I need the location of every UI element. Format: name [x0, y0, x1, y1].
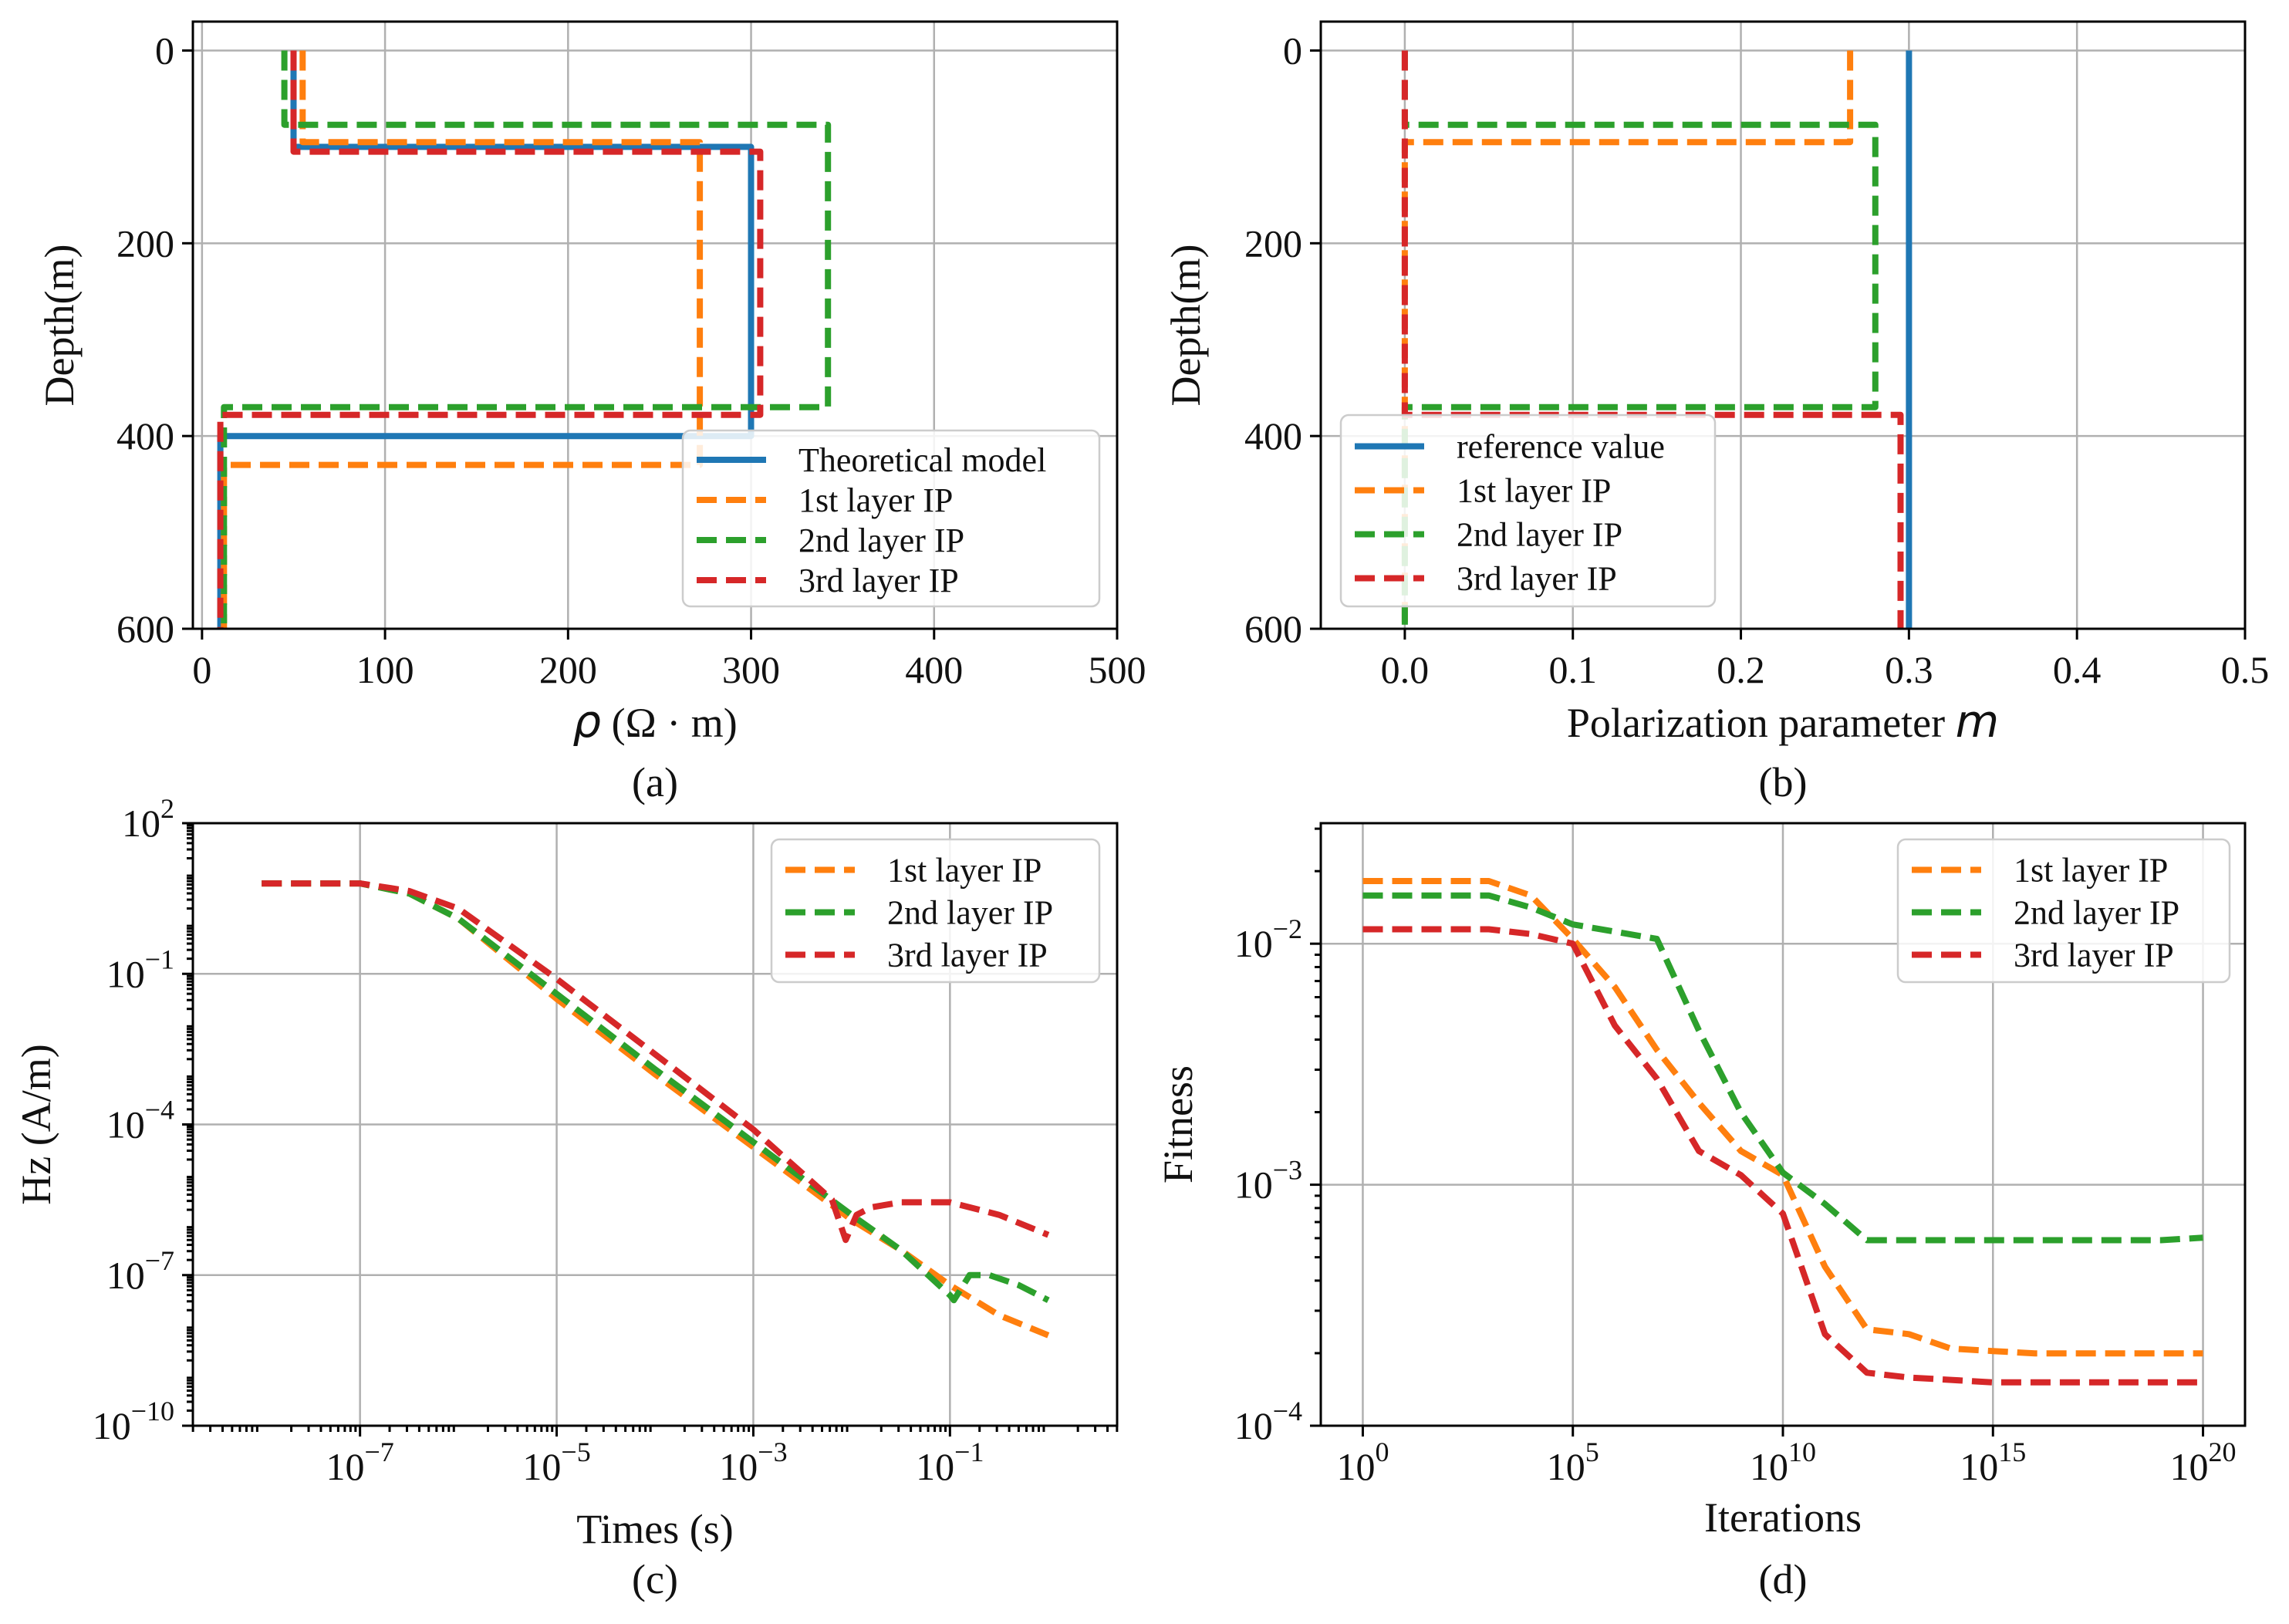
y-tick-label: 400 [116, 414, 174, 457]
x-tick-label: 300 [722, 648, 780, 691]
x-axis-label: Times (s) [576, 1506, 734, 1552]
y-tick-label: 10−4 [1234, 1396, 1302, 1447]
y-tick-label: 10−1 [106, 944, 174, 995]
legend-label: 1st layer IP [2014, 852, 2168, 890]
legend-box [1896, 838, 2231, 984]
legend-label: 3rd layer IP [798, 562, 959, 599]
x-tick-label: 0.5 [2221, 648, 2270, 691]
legend-label: Theoretical model [798, 441, 1046, 479]
y-tick-label: 10−4 [106, 1095, 174, 1146]
series-line-2nd-layer-ip [1362, 892, 2203, 1244]
panel-label: (d) [1759, 1556, 1808, 1602]
y-axis-label: Depth(m) [36, 245, 83, 407]
x-tick-label: 105 [1547, 1437, 1599, 1488]
x-axis-label: Iterations [1704, 1494, 1862, 1541]
axes-frame [1319, 20, 2247, 630]
y-tick-label: 0 [1283, 29, 1302, 72]
y-tick-label: 200 [116, 221, 174, 265]
panel-label: (c) [632, 1556, 678, 1602]
legend-box [681, 429, 1101, 608]
legend-label: 2nd layer IP [887, 894, 1053, 932]
legend-label: 2nd layer IP [2014, 894, 2179, 932]
legend-label: 1st layer IP [887, 852, 1042, 890]
legend: 1st layer IP 2nd layer IP 3rd layer IP [1896, 838, 2231, 984]
panel-1: 0 100 200 300 400 500 0 200 400 600 ρ (Ω · m) Depth… [36, 20, 1146, 805]
x-tick-label: 10−5 [522, 1437, 590, 1488]
y-tick-label: 10−7 [106, 1245, 174, 1297]
series-line-2nd-layer-ip [221, 50, 832, 629]
panel-label: (a) [632, 759, 678, 805]
legend: reference value 1st layer IP 2nd layer IP 3… [1339, 414, 1717, 608]
panel-2: 0.0 0.1 0.2 0.3 0.4 0.5 0 200 400 600 Polarization… [1163, 20, 2270, 805]
legend-label: 1st layer IP [798, 481, 953, 519]
y-tick-label: 102 [122, 793, 174, 845]
panel-4: 100 105 1010 1015 1020 10−2 10−3 10−4 Iterations… [1155, 822, 2247, 1602]
x-tick-label: 0.3 [1885, 648, 1933, 691]
x-tick-label: 0.2 [1717, 648, 1765, 691]
series-line-3rd-layer-ip [262, 880, 1050, 1244]
legend-label: 3rd layer IP [2014, 937, 2174, 974]
x-tick-label: 1015 [1960, 1437, 2026, 1488]
series-line-theoretical-model [217, 50, 755, 629]
x-tick-label: 100 [1336, 1437, 1389, 1488]
y-axis-label: Depth(m) [1163, 245, 1209, 407]
x-tick-label: 10−1 [916, 1437, 984, 1488]
legend: 1st layer IP 2nd layer IP 3rd layer IP [770, 838, 1101, 984]
axes-frame [191, 20, 1119, 630]
legend-box [770, 838, 1101, 984]
y-tick-label: 10−2 [1234, 913, 1302, 965]
legend-label: 2nd layer IP [798, 522, 964, 559]
x-tick-label: 0.0 [1381, 648, 1430, 691]
legend-label: 3rd layer IP [1457, 560, 1617, 598]
series-line-3rd-layer-ip [217, 50, 764, 629]
series-group [262, 880, 1050, 1339]
y-tick-label: 600 [1244, 607, 1302, 650]
x-tick-label: 0 [192, 648, 211, 691]
x-tick-label: 0.1 [1548, 648, 1597, 691]
y-tick-label: 400 [1244, 414, 1302, 457]
x-tick-label: 200 [539, 648, 597, 691]
x-tick-label: 400 [905, 648, 963, 691]
x-axis-label: ρ (Ω · m) [572, 695, 737, 748]
y-tick-label: 600 [116, 607, 174, 650]
legend-label: 2nd layer IP [1457, 516, 1622, 554]
series-line-3rd-layer-ip [1401, 50, 1904, 629]
x-tick-label: 10−3 [719, 1437, 787, 1488]
panel-label: (b) [1759, 759, 1808, 805]
series-line-1st-layer-ip [1362, 878, 2203, 1357]
legend-label: 3rd layer IP [887, 937, 1048, 974]
x-tick-label: 1020 [2170, 1437, 2237, 1488]
x-tick-label: 10−7 [326, 1437, 394, 1488]
legend-label: 1st layer IP [1457, 472, 1611, 510]
legend-label: reference value [1457, 428, 1665, 466]
y-tick-label: 10−10 [93, 1396, 174, 1447]
y-tick-label: 10−3 [1234, 1155, 1302, 1207]
series-group [1362, 878, 2203, 1386]
x-tick-label: 500 [1089, 648, 1146, 691]
x-tick-label: 1010 [1750, 1437, 1816, 1488]
x-tick-label: 100 [356, 648, 414, 691]
x-tick-label: 0.4 [2053, 648, 2102, 691]
x-axis-label: Polarization parameter m [1567, 695, 1999, 748]
series-group [217, 50, 832, 629]
legend-box [1339, 414, 1717, 608]
y-axis-label: Hz (A/m) [13, 1044, 59, 1204]
series-line-3rd-layer-ip [1362, 926, 2203, 1386]
y-tick-label: 200 [1244, 221, 1302, 265]
panel-3: 10−7 10−5 10−3 10−1 102 10−1 10−4 10−7 10−10 Time… [13, 793, 1119, 1602]
y-axis-label: Fitness [1155, 1065, 1201, 1183]
y-tick-label: 0 [155, 29, 174, 72]
